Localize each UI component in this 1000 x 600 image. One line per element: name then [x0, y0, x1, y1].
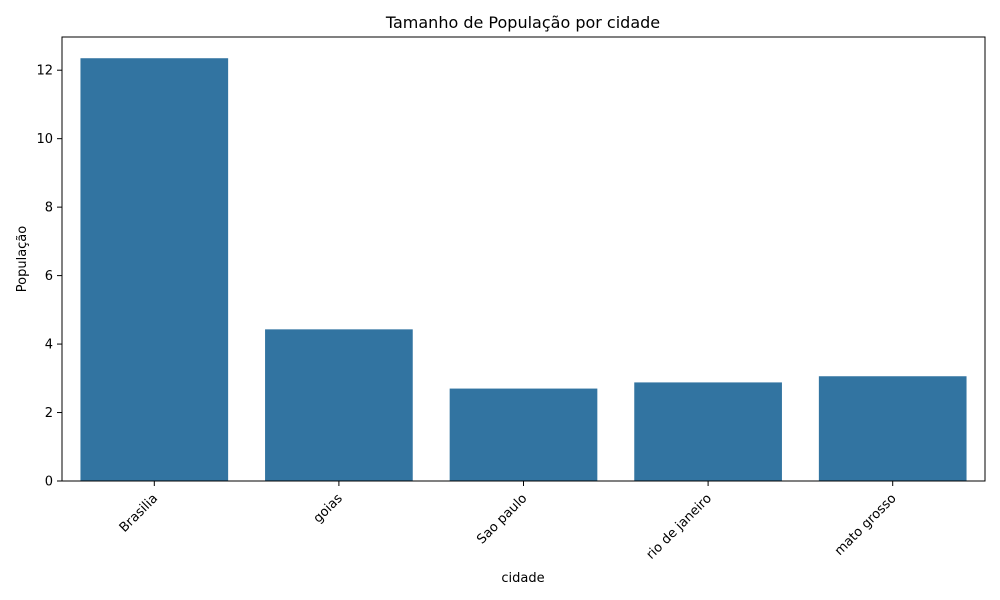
y-axis: 0 2 4 6 8 10 12 — [36, 64, 62, 490]
bar-goias — [265, 329, 413, 481]
y-tick-label: 2 — [45, 406, 53, 421]
y-axis-label: População — [15, 226, 30, 293]
y-tick-label: 6 — [45, 269, 53, 284]
x-axis: Brasilia goias Sao paulo rio de janeiro mato… — [117, 481, 900, 563]
bar-mato-grosso — [818, 376, 967, 481]
x-tick-label: Sao paulo — [474, 491, 530, 547]
plot-area-frame — [61, 36, 986, 482]
x-tick-label: rio de janeiro — [644, 491, 715, 562]
y-tick-label: 10 — [36, 132, 53, 147]
bar-brasilia — [80, 58, 229, 481]
x-tick-label: goias — [311, 491, 346, 526]
y-tick-label: 4 — [45, 338, 53, 353]
bars-group — [80, 58, 967, 481]
y-tick-label: 8 — [45, 201, 53, 216]
bar-rio-de-janeiro — [634, 382, 782, 481]
x-axis-label: cidade — [501, 571, 544, 586]
chart-title: Tamanho de População por cidade — [385, 13, 660, 32]
y-tick-label: 12 — [36, 64, 53, 79]
y-tick-label: 0 — [45, 475, 53, 490]
x-tick-label: Brasilia — [117, 491, 161, 535]
x-tick-label: mato grosso — [832, 491, 900, 559]
bar-sao-paulo — [449, 388, 598, 481]
